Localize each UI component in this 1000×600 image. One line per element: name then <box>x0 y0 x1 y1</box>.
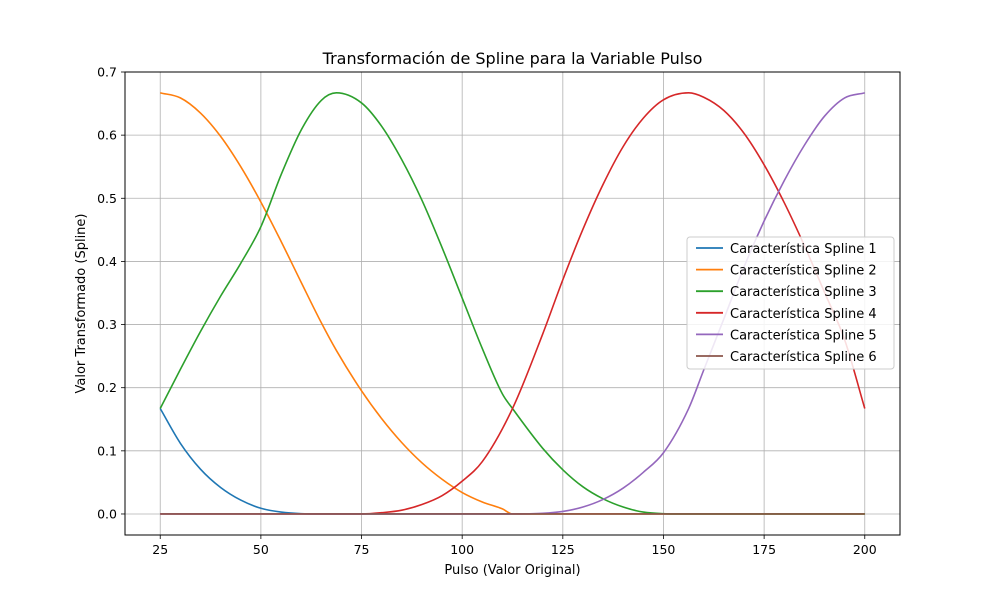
x-tick-label: 125 <box>551 542 575 557</box>
x-tick-label: 175 <box>752 542 776 557</box>
y-tick-label: 0.6 <box>97 128 117 143</box>
y-tick-label: 0.0 <box>97 506 117 521</box>
y-tick-label: 0.7 <box>97 65 117 80</box>
y-tick-label: 0.4 <box>97 254 117 269</box>
legend-label-4: Característica Spline 4 <box>730 307 877 322</box>
chart-title: Transformación de Spline para la Variabl… <box>322 49 703 68</box>
series-line-2 <box>160 92 865 515</box>
legend-label-2: Característica Spline 2 <box>730 264 877 279</box>
x-tick-label: 50 <box>253 542 269 557</box>
plot-frame <box>124 71 901 536</box>
x-tick-label: 75 <box>354 542 370 557</box>
y-tick-label: 0.2 <box>97 380 117 395</box>
y-tick-label: 0.5 <box>97 191 117 206</box>
series-line-4 <box>160 92 866 515</box>
x-tick-label: 200 <box>853 542 877 557</box>
legend-label-6: Característica Spline 6 <box>730 350 877 365</box>
legend-label-1: Característica Spline 1 <box>730 242 877 257</box>
axis-ticks: 25 50 75 100 125 150 175 200 0.0 0.1 0.2 0.3 0.4 0.5 0… <box>97 65 877 558</box>
x-tick-label: 100 <box>450 542 474 557</box>
legend-label-5: Característica Spline 5 <box>730 328 877 343</box>
legend-label-3: Característica Spline 3 <box>730 285 877 300</box>
y-tick-label: 0.1 <box>97 443 117 458</box>
x-tick-label: 150 <box>652 542 676 557</box>
legend: Característica Spline 1 Característica Sp… <box>686 236 895 370</box>
y-tick-label: 0.3 <box>97 317 117 332</box>
x-tick-label: 25 <box>152 542 168 557</box>
series-lines <box>159 92 866 515</box>
y-axis-label: Valor Transformado (Spline) <box>74 214 89 394</box>
legend-box <box>686 236 895 370</box>
series-line-3 <box>159 92 865 515</box>
x-axis-label: Pulso (Valor Original) <box>444 563 580 578</box>
